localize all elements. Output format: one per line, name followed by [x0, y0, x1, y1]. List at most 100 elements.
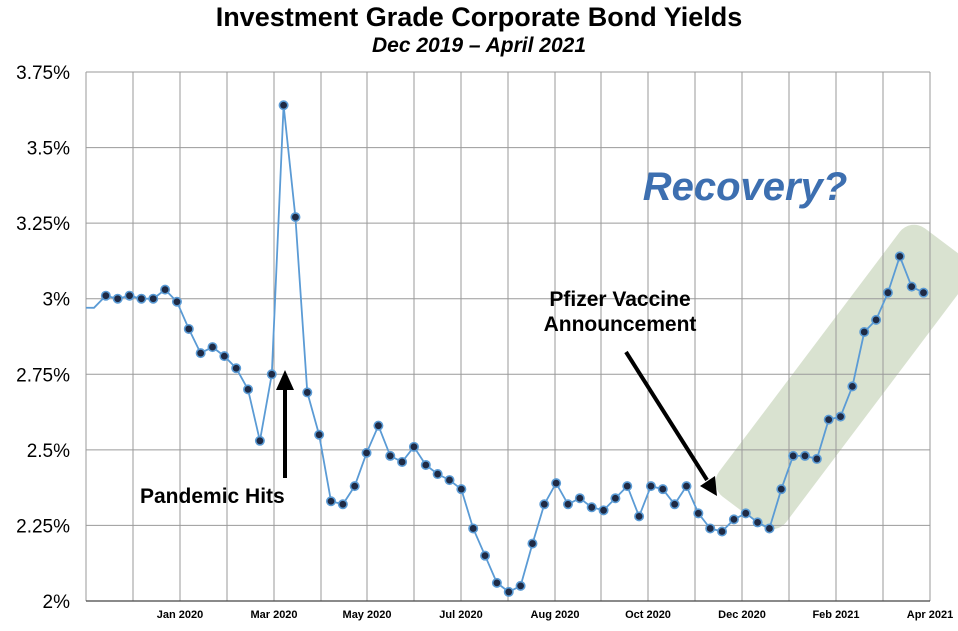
- data-point-41: [574, 493, 585, 504]
- data-point-18: [302, 387, 313, 398]
- data-point-36: [515, 580, 526, 591]
- data-point-14: [254, 435, 265, 446]
- x-tick-label-0: Jan 2020: [157, 609, 203, 621]
- data-point-55: [740, 508, 751, 519]
- data-point-39: [551, 478, 562, 489]
- data-point-16: [278, 100, 289, 111]
- annotation-pfizer-line2: Announcement: [544, 313, 697, 336]
- data-point-60: [799, 450, 810, 461]
- y-tick-label-7: 2%: [43, 592, 71, 613]
- recovery-highlight-band: [715, 224, 958, 530]
- pfizer-arrow-shaft: [624, 350, 709, 482]
- data-point-8: [183, 323, 194, 334]
- data-point-61: [811, 453, 822, 464]
- data-point-64: [847, 381, 858, 392]
- data-point-10: [207, 342, 218, 353]
- data-point-24: [373, 420, 384, 431]
- data-point-47: [645, 481, 656, 492]
- series-group: [85, 100, 929, 597]
- data-point-53: [717, 526, 728, 537]
- data-point-19: [314, 429, 325, 440]
- data-point-66: [871, 314, 882, 325]
- data-point-17: [290, 212, 301, 223]
- data-point-25: [385, 450, 396, 461]
- data-point-70: [918, 287, 929, 298]
- y-tick-label-2: 3.25%: [16, 214, 70, 235]
- data-point-4: [136, 293, 147, 304]
- data-point-69: [906, 281, 917, 292]
- y-tick-label-0: 3.75%: [16, 63, 70, 84]
- data-point-44: [610, 493, 621, 504]
- y-tick-label-6: 2.25%: [16, 516, 70, 537]
- data-point-37: [527, 538, 538, 549]
- x-tick-label-1: Mar 2020: [250, 609, 297, 621]
- y-tick-labels: 3.75% 3.5% 3.25% 3% 2.75% 2.5% 2.25% 2%: [16, 63, 70, 613]
- data-point-1: [100, 290, 111, 301]
- data-point-21: [337, 499, 348, 510]
- data-point-32: [468, 523, 479, 534]
- data-point-62: [823, 414, 834, 425]
- data-point-38: [539, 499, 550, 510]
- annotation-pfizer-line1: Pfizer Vaccine: [549, 288, 690, 311]
- x-tick-labels: Jan 2020 Mar 2020 May 2020 Jul 2020 Aug 2020…: [157, 609, 953, 621]
- data-point-45: [622, 481, 633, 492]
- data-point-35: [503, 586, 514, 597]
- data-point-59: [788, 450, 799, 461]
- annotation-pandemic-hits: Pandemic Hits: [140, 485, 285, 508]
- x-tick-label-4: Aug 2020: [531, 609, 580, 621]
- data-point-3: [124, 290, 135, 301]
- data-point-34: [491, 577, 502, 588]
- data-point-54: [728, 514, 739, 525]
- data-point-12: [231, 363, 242, 374]
- data-point-56: [752, 517, 763, 528]
- data-point-43: [598, 505, 609, 516]
- pfizer-arrow-head: [700, 476, 717, 496]
- x-tick-label-2: May 2020: [343, 609, 392, 621]
- data-point-5: [148, 293, 159, 304]
- data-point-31: [456, 484, 467, 495]
- data-point-13: [243, 384, 254, 395]
- data-point-22: [349, 481, 360, 492]
- data-point-49: [669, 499, 680, 510]
- data-point-68: [894, 251, 905, 262]
- data-point-63: [835, 411, 846, 422]
- data-point-29: [432, 469, 443, 480]
- data-point-26: [397, 456, 408, 467]
- data-point-7: [171, 296, 182, 307]
- x-tick-label-8: Apr 2021: [907, 609, 953, 621]
- data-point-65: [859, 326, 870, 337]
- recovery-band: [715, 224, 958, 530]
- chart-title: Investment Grade Corporate Bond Yields: [215, 2, 743, 32]
- chart-subtitle: Dec 2019 – April 2021: [371, 34, 587, 57]
- x-tick-label-5: Oct 2020: [625, 609, 671, 621]
- data-point-9: [195, 348, 206, 359]
- annotation-recovery: Recovery?: [643, 165, 848, 209]
- data-point-42: [586, 502, 597, 513]
- x-tick-label-6: Dec 2020: [718, 609, 766, 621]
- data-point-57: [764, 523, 775, 534]
- data-point-30: [444, 475, 455, 486]
- data-point-33: [480, 550, 491, 561]
- y-tick-label-4: 2.75%: [16, 365, 70, 386]
- data-point-50: [681, 481, 692, 492]
- y-tick-label-1: 3.5%: [27, 139, 70, 160]
- data-point-11: [219, 351, 230, 362]
- pandemic-arrow-head: [276, 370, 294, 390]
- data-point-28: [420, 459, 431, 470]
- annotation-arrows: [276, 350, 717, 496]
- data-point-40: [562, 499, 573, 510]
- data-point-51: [693, 508, 704, 519]
- x-tick-label-3: Jul 2020: [439, 609, 482, 621]
- y-tick-label-5: 2.5%: [27, 441, 70, 462]
- data-point-20: [325, 496, 336, 507]
- grid-lines: [85, 71, 931, 602]
- x-tick-label-7: Feb 2021: [812, 609, 859, 621]
- data-point-23: [361, 447, 372, 458]
- data-point-46: [634, 511, 645, 522]
- data-point-48: [657, 484, 668, 495]
- data-point-27: [408, 441, 419, 452]
- data-point-2: [112, 293, 123, 304]
- data-point-15: [266, 369, 277, 380]
- data-point-58: [776, 484, 787, 495]
- data-point-52: [705, 523, 716, 534]
